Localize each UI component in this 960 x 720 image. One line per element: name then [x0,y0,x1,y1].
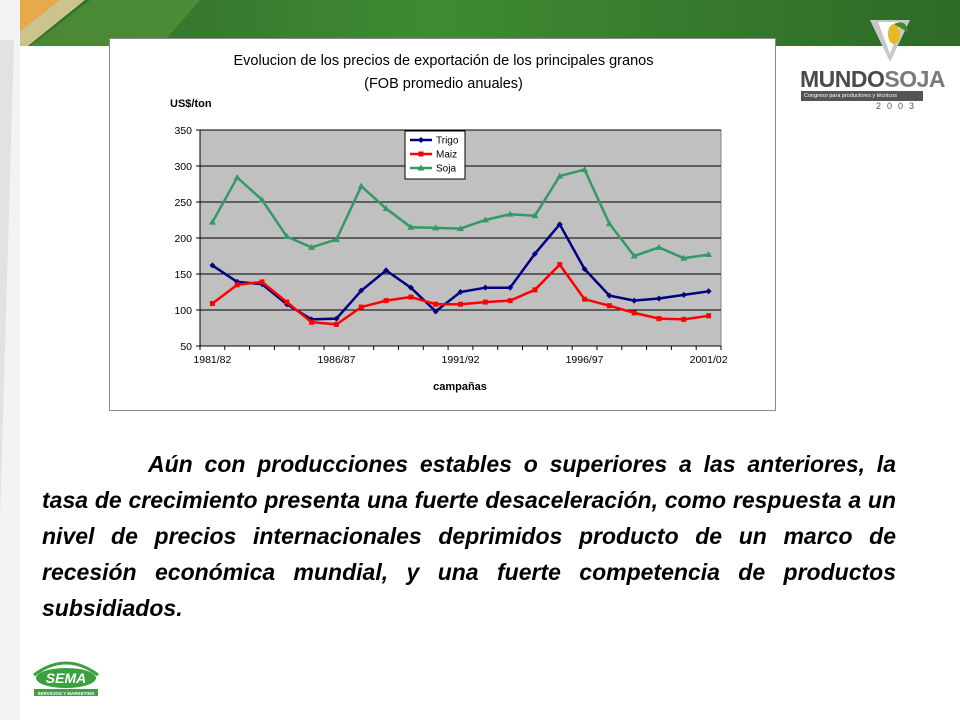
data-point-maiz [557,262,563,268]
legend-label-maiz: Maiz [436,150,457,161]
data-point-maiz [582,296,588,302]
data-point-maiz [482,299,488,305]
body-paragraph: Aún con producciones estables o superior… [42,451,896,621]
data-point-soja [357,182,365,189]
data-point-maiz [656,316,662,322]
data-point-trigo [581,265,588,272]
y-tick-label: 300 [174,161,192,173]
data-point-soja [208,218,216,225]
data-point-trigo [333,315,340,322]
x-tick-label: 1991/92 [442,354,480,366]
legend-label-soja: Soja [436,164,456,175]
data-point-trigo [705,288,712,295]
brand-tagline: Congreso para productores y técnicos [801,91,923,101]
data-point-soja [283,233,291,240]
data-point-maiz [532,287,538,293]
data-point-soja [506,210,514,217]
data-point-trigo [457,289,464,295]
brand-name: MUNDOSOJA [800,66,946,92]
data-point-trigo [358,287,365,294]
data-point-trigo [432,308,439,315]
chart-frame: Evolucion de los precios de exportación … [109,38,776,411]
sema-logo-icon: SEMA SERVICIOS Y MARKETING [33,661,99,696]
x-tick-label: 2001/02 [690,354,728,366]
data-point-maiz [433,301,439,307]
x-tick-label: 1986/87 [317,354,355,366]
x-axis-label: campañas [433,381,487,393]
legend-marker-maiz [418,151,424,157]
data-point-soja [705,251,713,258]
data-point-maiz [209,301,215,307]
line-chart: 50 100 150 200 250 300 350 1981/82 1986/87 1991/9… [174,125,728,366]
data-point-soja [258,196,266,203]
data-point-soja [407,223,415,230]
chart-title: Evolucion de los precios de exportación … [233,53,654,69]
mundosoja-logo: MUNDOSOJA Congreso para productores y té… [800,18,950,118]
data-point-maiz [631,310,637,316]
chart-subtitle: (FOB promedio anuales) [364,76,523,92]
data-point-soja [680,254,688,261]
data-point-trigo [680,291,687,298]
data-point-soja [332,235,340,242]
y-tick-label: 100 [174,305,192,317]
data-point-soja [531,212,539,219]
data-point-trigo [482,284,489,291]
data-point-maiz [358,304,364,310]
data-point-trigo [531,250,538,257]
data-point-maiz [458,301,463,307]
data-point-trigo [209,262,216,269]
data-point-trigo [407,284,414,291]
data-point-maiz [681,316,687,322]
data-point-trigo [556,221,563,228]
data-point-maiz [234,282,240,288]
data-point-maiz [706,313,712,319]
y-axis-label: US$/ton [170,98,212,110]
leaf-emblem-icon [870,20,910,62]
data-point-soja [382,204,390,211]
data-point-maiz [309,319,315,325]
data-point-maiz [259,279,265,285]
data-point-trigo [631,297,638,304]
y-tick-label: 250 [174,197,192,209]
data-point-trigo [655,295,662,302]
legend-marker-trigo [418,137,424,143]
sema-logo-subtext: SERVICIOS Y MARKETING [37,691,95,696]
left-decoration [0,0,20,720]
sema-logo-text: SEMA [46,670,86,686]
data-point-maiz [333,321,339,327]
y-tick-label: 50 [180,341,192,353]
data-point-soja [581,166,589,173]
y-tick-label: 200 [174,233,192,245]
x-tick-label: 1996/97 [566,354,604,366]
data-point-soja [605,220,613,227]
data-point-trigo [507,284,514,291]
data-point-soja [308,243,316,250]
sema-logo: SEMA SERVICIOS Y MARKETING [30,655,102,700]
data-point-soja [481,216,489,223]
data-point-maiz [408,294,414,300]
data-point-soja [630,252,638,259]
data-point-maiz [507,298,513,304]
data-point-trigo [383,267,390,274]
data-point-soja [233,174,241,181]
data-point-maiz [606,303,612,309]
x-tick-label: 1981/82 [193,354,231,366]
data-point-maiz [284,299,290,305]
data-point-trigo [606,292,613,299]
y-tick-label: 350 [174,125,192,137]
brand-year: 2003 [876,101,921,111]
legend-marker-soja [417,164,425,171]
data-point-soja [432,224,440,231]
data-point-maiz [383,298,389,304]
data-point-soja [655,243,663,250]
data-point-soja [457,225,464,232]
legend-label-trigo: Trigo [436,136,459,147]
y-tick-label: 150 [174,269,192,281]
data-point-soja [556,172,564,179]
